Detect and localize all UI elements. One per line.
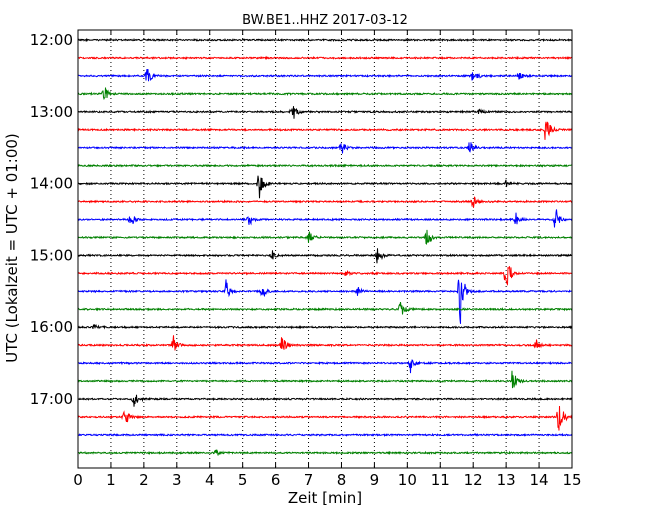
x-tick-label: 7 (304, 471, 314, 489)
y-axis: 12:00 13:00 14:00 15:00 16:00 17:00 (30, 31, 572, 408)
x-tick-label: 10 (398, 471, 417, 489)
trace-1330 (77, 142, 573, 154)
x-tick-label: 4 (205, 471, 215, 489)
y-tick-label: 12:00 (30, 31, 73, 49)
x-tick-label: 12 (464, 471, 483, 489)
x-tick-label: 1 (106, 471, 116, 489)
trace-1515 (77, 266, 573, 286)
trace-1545 (77, 301, 573, 315)
x-tick-label: 0 (73, 471, 83, 489)
x-tick-label: 5 (238, 471, 248, 489)
x-tick-label: 13 (497, 471, 516, 489)
x-tick-label: 6 (271, 471, 281, 489)
y-tick-label: 15:00 (30, 246, 73, 264)
chart-title: BW.BE1..HHZ 2017-03-12 (242, 13, 408, 28)
y-tick-label: 14:00 (30, 175, 73, 193)
x-tick-label: 11 (431, 471, 450, 489)
x-tick-label: 8 (337, 471, 347, 489)
trace-1615 (77, 335, 573, 351)
x-tick-label: 2 (139, 471, 149, 489)
trace-1215 (77, 55, 573, 61)
trace-1345 (77, 163, 573, 168)
x-tick-label: 14 (530, 471, 549, 489)
x-tick-label: 3 (172, 471, 182, 489)
x-tick-label: 9 (370, 471, 380, 489)
trace-1645 (77, 370, 573, 389)
trace-1415 (77, 196, 573, 208)
x-axis: 0 1 2 3 4 5 6 7 8 9 10 11 12 13 14 15 (73, 30, 582, 489)
x-tick-label: 15 (562, 471, 581, 489)
trace-1630 (77, 359, 573, 374)
trace-1430 (77, 209, 573, 228)
trace-1230 (77, 68, 573, 82)
y-axis-title: UTC (Lokalzeit = UTC + 01:00) (3, 133, 21, 363)
y-tick-label: 16:00 (30, 318, 73, 336)
y-tick-label: 13:00 (30, 103, 73, 121)
trace-1500 (77, 248, 573, 264)
trace-1730 (77, 432, 573, 438)
trace-1600 (77, 324, 573, 330)
trace-1700 (77, 394, 573, 407)
trace-1315 (77, 121, 573, 140)
trace-1530 (77, 279, 573, 324)
trace-1400 (77, 175, 573, 199)
trace-1445 (77, 229, 573, 245)
trace-1715 (77, 406, 573, 431)
x-axis-title: Zeit [min] (288, 489, 362, 507)
trace-1245 (77, 87, 573, 101)
plot-frame (77, 29, 573, 469)
y-tick-label: 17:00 (30, 390, 73, 408)
trace-1745 (77, 448, 573, 456)
seismogram-traces (77, 37, 573, 456)
trace-1300 (77, 106, 573, 119)
trace-1200 (77, 37, 573, 43)
